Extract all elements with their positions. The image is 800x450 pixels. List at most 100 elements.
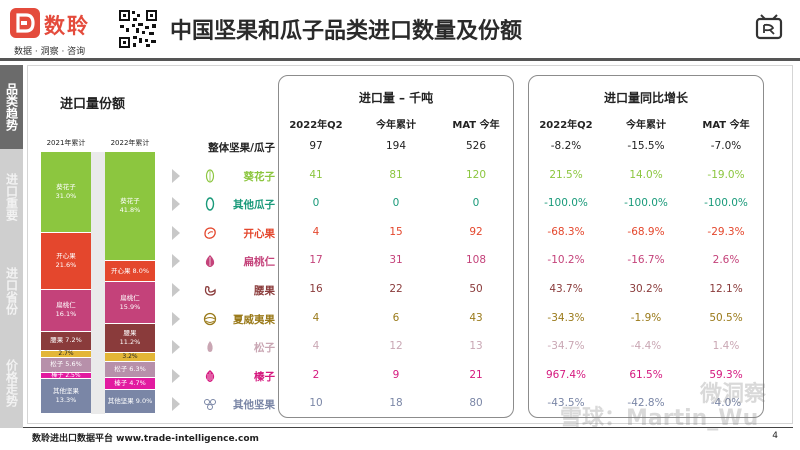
stacked-bar-2021: 葵花子 31.0% 开心果 21.6% 扁桃仁 16.1% 腰果 7.2% 2.7% 松子 5.… [41, 152, 91, 414]
volume-cell: 9 [392, 368, 400, 381]
bar-segment: 松子 6.3% [105, 361, 155, 378]
growth-cell: -34.3% [547, 311, 585, 324]
volume-cell: 194 [385, 140, 407, 152]
bar-segment: 榛子 2.5% [41, 371, 91, 379]
sidebar-item-category-trend[interactable]: 品类趋势 [0, 65, 23, 149]
bar-segment: 扁桃仁 16.1% [41, 289, 91, 331]
segment-pct: 31.0% [55, 192, 77, 201]
share-section-title: 进口量份额 [60, 97, 126, 112]
growth-cell: 50.5% [709, 311, 743, 324]
growth-cell: -29.3% [707, 225, 745, 238]
growth-cell: -19.0% [707, 168, 745, 181]
bar-segment: 其他坚果 9.0% [105, 390, 155, 413]
volume-cell: 31 [389, 254, 403, 267]
volume-cell: 4 [312, 225, 320, 238]
growth-col-ytd: 今年累计 [626, 120, 666, 131]
growth-cell: -42.8% [627, 397, 665, 410]
segment-label: 松子 6.3% [114, 364, 146, 373]
connector-band [91, 282, 105, 332]
volume-cell: 4 [312, 311, 320, 324]
qr-code-icon [118, 9, 158, 49]
volume-cell: 15 [389, 225, 403, 238]
bar-segment: 松子 5.6% [41, 357, 91, 372]
growth-cell: -4.0% [710, 397, 742, 410]
segment-label: 2.7% [58, 350, 74, 358]
bar-segment: 榛子 4.7% [105, 378, 155, 390]
segment-name: 其他坚果 [53, 387, 79, 396]
row-label: 葵花子 [243, 170, 276, 183]
bar-segment: 开心果 21.6% [41, 233, 91, 289]
growth-cell: -43.5% [547, 397, 585, 410]
segment-label: 开心果 8.0% [110, 266, 150, 275]
segment-label: 榛子 4.7% [114, 379, 146, 388]
volume-cell: 17 [309, 254, 323, 267]
volume-cell: 21 [469, 368, 483, 381]
page-number: 4 [772, 431, 778, 441]
volume-col-mat: MAT 今年 [452, 120, 500, 131]
growth-cell: -100.0% [704, 197, 748, 210]
sidebar-item-import-key[interactable]: 进口重要 [4, 173, 19, 221]
volume-section [278, 75, 514, 418]
row-label: 其他坚果 [233, 399, 275, 412]
volume-cell: 0 [392, 197, 400, 210]
bar-header-2021: 2021年累计 [46, 139, 86, 147]
row-arrow [172, 311, 180, 326]
melon-seed-icon [203, 196, 217, 211]
growth-cell: 967.4% [545, 368, 587, 381]
brand-logo: 数聆 数据 · 洞察 · 咨询 [10, 8, 115, 57]
volume-cell: 41 [309, 168, 323, 181]
connector-band [91, 323, 105, 354]
footer-source: 数聆进出口数据平台 www.trade-intelligence.com [32, 434, 259, 444]
row-arrow [172, 254, 180, 269]
hazelnut-icon [203, 368, 217, 382]
growth-cell: -100.0% [544, 197, 588, 210]
segment-pct: 16.1% [55, 310, 77, 319]
volume-cell: 43 [469, 311, 483, 324]
growth-cell: 43.7% [549, 283, 583, 295]
volume-cell: 120 [465, 168, 487, 181]
growth-cell: -1.9% [630, 311, 662, 324]
row-arrow [172, 225, 180, 240]
growth-cell: 61.5% [629, 368, 663, 381]
sidebar-item-import-province[interactable]: 进口省份 [4, 267, 19, 315]
volume-cell: 108 [465, 254, 487, 267]
segment-name: 腰果 [123, 329, 137, 338]
row-arrow [172, 397, 180, 412]
growth-cell: 12.1% [709, 283, 743, 295]
segment-name: 葵花子 [56, 183, 76, 192]
sidebar: 品类趋势 进口重要 进口省份 价格走势 [0, 65, 23, 428]
connector-band [91, 379, 105, 414]
box-logo-icon [755, 14, 783, 40]
sidebar-item-price-trend[interactable]: 价格走势 [4, 359, 19, 407]
segment-label: 榛子 2.5% [51, 371, 81, 379]
row-arrow [172, 197, 180, 212]
growth-section-title: 进口量同比增长 [603, 91, 688, 105]
row-label: 其他瓜子 [233, 199, 275, 212]
pistachio-icon [203, 225, 217, 239]
page-title: 中国坚果和瓜子品类进口数量及份额 [170, 19, 523, 44]
connector-band [91, 372, 105, 391]
row-label: 开心果 [243, 227, 276, 240]
segment-pct: 13.3% [55, 396, 77, 405]
volume-cell: 81 [389, 168, 403, 181]
growth-col-q2: 2022年Q2 [539, 120, 593, 131]
brand-mark-icon [10, 8, 40, 38]
segment-pct: 21.6% [55, 261, 77, 269]
volume-cell: 12 [389, 340, 403, 353]
growth-cell: 30.2% [629, 283, 663, 295]
bar-segment: 2.7% [41, 350, 91, 358]
segment-pct: 11.2% [119, 338, 141, 347]
volume-cell: 16 [309, 283, 323, 295]
footer-divider [23, 427, 793, 428]
volume-cell: 50 [469, 283, 483, 295]
growth-cell: -68.3% [547, 225, 585, 238]
row-label: 松子 [254, 342, 275, 355]
segment-label: 3.2% [122, 353, 138, 361]
growth-cell: -16.7% [627, 254, 665, 267]
sunflower-seed-icon [203, 168, 217, 183]
volume-cell: 2 [312, 368, 320, 381]
growth-cell: -34.7% [547, 340, 585, 353]
header-divider [0, 58, 800, 61]
volume-cell: 97 [309, 140, 323, 152]
growth-cell: 59.3% [709, 368, 743, 381]
